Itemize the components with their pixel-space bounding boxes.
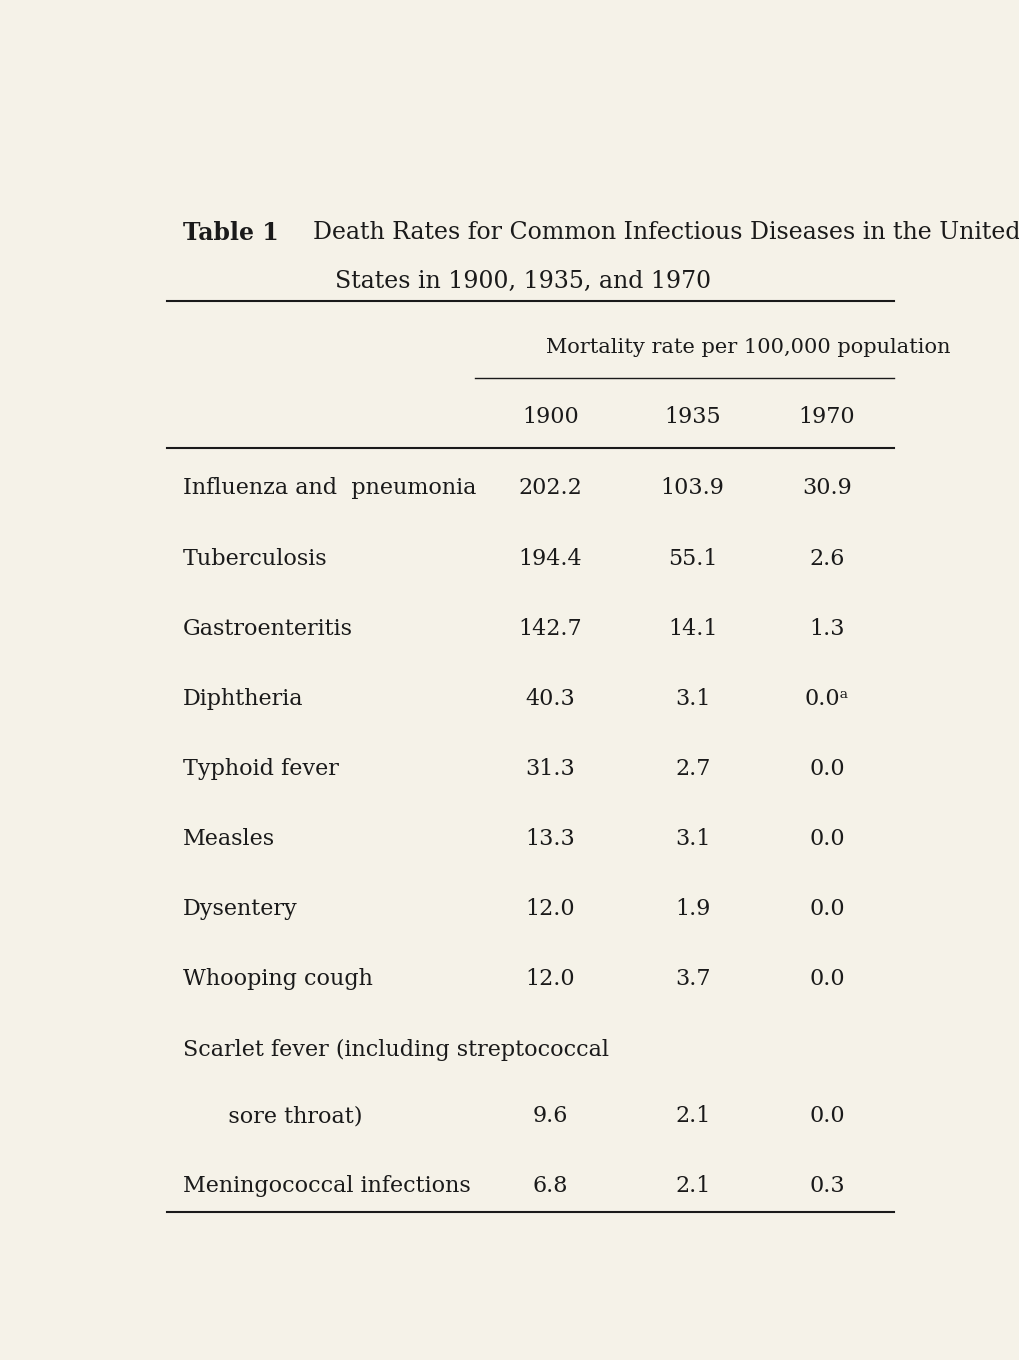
Text: Meningococcal infections: Meningococcal infections [182, 1175, 470, 1197]
Text: 0.0: 0.0 [808, 1106, 844, 1127]
Text: 2.7: 2.7 [675, 758, 709, 781]
Text: Gastroenteritis: Gastroenteritis [182, 617, 353, 639]
Text: Scarlet fever (including streptococcal: Scarlet fever (including streptococcal [182, 1039, 608, 1061]
Text: 1970: 1970 [798, 407, 855, 428]
Text: Tuberculosis: Tuberculosis [182, 548, 327, 570]
Text: 2.1: 2.1 [675, 1106, 709, 1127]
Text: 103.9: 103.9 [660, 477, 723, 499]
Text: 142.7: 142.7 [518, 617, 582, 639]
Text: States in 1900, 1935, and 1970: States in 1900, 1935, and 1970 [334, 271, 710, 292]
Text: Dysentery: Dysentery [182, 899, 298, 921]
Text: 2.1: 2.1 [675, 1175, 709, 1197]
Text: Table 1: Table 1 [182, 220, 278, 245]
Text: Typhoid fever: Typhoid fever [182, 758, 338, 781]
Text: 2.6: 2.6 [809, 548, 844, 570]
Text: 31.3: 31.3 [525, 758, 575, 781]
Text: 0.0: 0.0 [808, 968, 844, 990]
Text: 1.9: 1.9 [675, 899, 709, 921]
Text: 9.6: 9.6 [532, 1106, 568, 1127]
Text: 40.3: 40.3 [525, 688, 575, 710]
Text: Whooping cough: Whooping cough [182, 968, 372, 990]
Text: 194.4: 194.4 [518, 548, 582, 570]
Text: 0.0: 0.0 [808, 758, 844, 781]
Text: 12.0: 12.0 [525, 899, 575, 921]
Text: 3.1: 3.1 [675, 828, 710, 850]
Text: 202.2: 202.2 [518, 477, 582, 499]
Text: Influenza and  pneumonia: Influenza and pneumonia [182, 477, 476, 499]
Text: 14.1: 14.1 [667, 617, 716, 639]
Text: 3.7: 3.7 [675, 968, 710, 990]
Text: sore throat): sore throat) [206, 1106, 362, 1127]
Text: 0.0: 0.0 [808, 899, 844, 921]
Text: 6.8: 6.8 [532, 1175, 568, 1197]
Text: Mortality rate per 100,000 population: Mortality rate per 100,000 population [545, 339, 950, 358]
Text: 13.3: 13.3 [525, 828, 575, 850]
Text: 0.0ᵃ: 0.0ᵃ [804, 688, 849, 710]
Text: Diphtheria: Diphtheria [182, 688, 303, 710]
Text: Measles: Measles [182, 828, 275, 850]
Text: 3.1: 3.1 [675, 688, 710, 710]
Text: 30.9: 30.9 [801, 477, 851, 499]
Text: 0.3: 0.3 [808, 1175, 844, 1197]
Text: 1.3: 1.3 [808, 617, 844, 639]
Text: 1900: 1900 [522, 407, 578, 428]
Text: 1935: 1935 [663, 407, 720, 428]
Text: 12.0: 12.0 [525, 968, 575, 990]
Text: Death Rates for Common Infectious Diseases in the United: Death Rates for Common Infectious Diseas… [313, 220, 1019, 243]
Text: 55.1: 55.1 [667, 548, 716, 570]
Text: 0.0: 0.0 [808, 828, 844, 850]
